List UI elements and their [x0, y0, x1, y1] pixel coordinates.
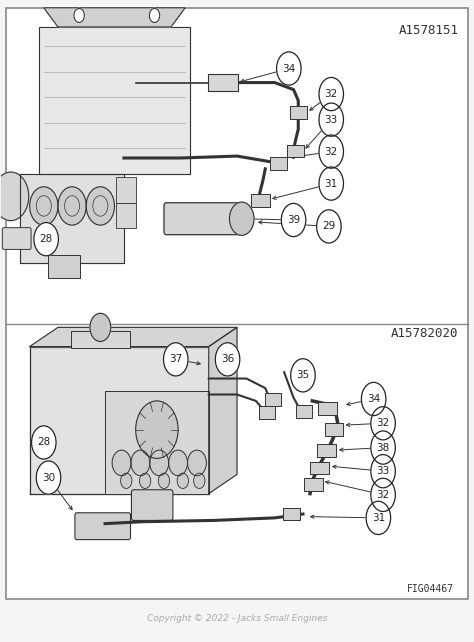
FancyBboxPatch shape: [131, 490, 173, 521]
Circle shape: [0, 172, 29, 221]
Text: 32: 32: [376, 419, 390, 428]
Text: 33: 33: [325, 115, 338, 125]
Polygon shape: [39, 27, 190, 174]
Circle shape: [319, 103, 344, 136]
FancyBboxPatch shape: [259, 406, 275, 419]
Text: 34: 34: [367, 394, 380, 404]
FancyBboxPatch shape: [304, 478, 323, 491]
FancyBboxPatch shape: [164, 203, 242, 235]
Circle shape: [281, 204, 306, 237]
Text: Copyright © 2022 - Jacks Small Engines: Copyright © 2022 - Jacks Small Engines: [147, 614, 327, 623]
Circle shape: [371, 455, 395, 488]
Polygon shape: [209, 327, 237, 494]
FancyBboxPatch shape: [296, 405, 312, 418]
Circle shape: [366, 501, 391, 535]
FancyBboxPatch shape: [47, 254, 80, 277]
FancyBboxPatch shape: [6, 8, 468, 599]
Circle shape: [136, 401, 178, 458]
Text: 28: 28: [37, 437, 50, 447]
Circle shape: [158, 473, 170, 489]
Text: 32: 32: [325, 89, 338, 99]
Circle shape: [371, 431, 395, 464]
Text: 36: 36: [221, 354, 234, 365]
FancyBboxPatch shape: [208, 74, 238, 91]
FancyBboxPatch shape: [317, 444, 336, 456]
Text: 28: 28: [39, 234, 53, 244]
Circle shape: [317, 210, 341, 243]
Circle shape: [86, 187, 115, 225]
Circle shape: [361, 383, 386, 415]
Text: 31: 31: [325, 178, 338, 189]
FancyBboxPatch shape: [71, 331, 129, 348]
FancyBboxPatch shape: [251, 195, 270, 207]
Text: 32: 32: [376, 490, 390, 500]
FancyBboxPatch shape: [116, 177, 136, 203]
Circle shape: [90, 313, 111, 342]
Circle shape: [319, 78, 344, 110]
Circle shape: [371, 406, 395, 440]
Text: A15782020: A15782020: [391, 327, 458, 340]
Polygon shape: [30, 347, 209, 494]
FancyBboxPatch shape: [116, 203, 136, 229]
Text: A1578151: A1578151: [399, 24, 458, 37]
Circle shape: [319, 135, 344, 168]
FancyBboxPatch shape: [310, 462, 329, 474]
FancyBboxPatch shape: [265, 394, 281, 406]
Circle shape: [58, 187, 86, 225]
Circle shape: [164, 343, 188, 376]
Polygon shape: [44, 8, 185, 27]
FancyBboxPatch shape: [2, 228, 31, 249]
Text: 38: 38: [376, 442, 390, 453]
Text: 39: 39: [287, 215, 300, 225]
Polygon shape: [105, 392, 209, 494]
Polygon shape: [30, 327, 237, 347]
FancyBboxPatch shape: [287, 144, 304, 157]
FancyBboxPatch shape: [270, 157, 287, 169]
Circle shape: [169, 450, 188, 476]
Text: FIG04467: FIG04467: [407, 584, 454, 594]
Circle shape: [229, 202, 254, 236]
Circle shape: [30, 187, 58, 225]
Text: 32: 32: [325, 146, 338, 157]
Circle shape: [150, 450, 169, 476]
Circle shape: [74, 8, 84, 22]
Text: 30: 30: [42, 473, 55, 483]
Text: 35: 35: [296, 370, 310, 380]
FancyBboxPatch shape: [325, 423, 344, 436]
Circle shape: [371, 478, 395, 512]
FancyBboxPatch shape: [75, 513, 130, 540]
Circle shape: [112, 450, 131, 476]
Text: 33: 33: [376, 466, 390, 476]
FancyBboxPatch shape: [290, 106, 307, 119]
Circle shape: [131, 450, 150, 476]
Circle shape: [215, 343, 240, 376]
Polygon shape: [20, 174, 124, 263]
Circle shape: [139, 473, 151, 489]
Text: 34: 34: [282, 64, 295, 73]
FancyBboxPatch shape: [318, 402, 337, 415]
Circle shape: [277, 52, 301, 85]
Circle shape: [36, 461, 61, 494]
Circle shape: [149, 8, 160, 22]
FancyBboxPatch shape: [283, 508, 300, 521]
Text: 31: 31: [372, 513, 385, 523]
Text: 29: 29: [322, 221, 336, 231]
Text: 37: 37: [169, 354, 182, 365]
Circle shape: [194, 473, 205, 489]
Circle shape: [32, 426, 56, 459]
Circle shape: [177, 473, 189, 489]
Circle shape: [291, 359, 315, 392]
Circle shape: [319, 167, 344, 200]
Circle shape: [188, 450, 206, 476]
Circle shape: [34, 223, 58, 256]
Circle shape: [120, 473, 132, 489]
